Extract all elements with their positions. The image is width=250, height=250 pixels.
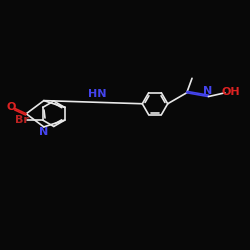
Text: OH: OH xyxy=(222,86,240,97)
Text: N: N xyxy=(202,86,212,96)
Text: HN: HN xyxy=(88,89,106,99)
Text: N: N xyxy=(39,128,48,138)
Text: Br: Br xyxy=(15,114,29,124)
Text: O: O xyxy=(6,102,16,112)
